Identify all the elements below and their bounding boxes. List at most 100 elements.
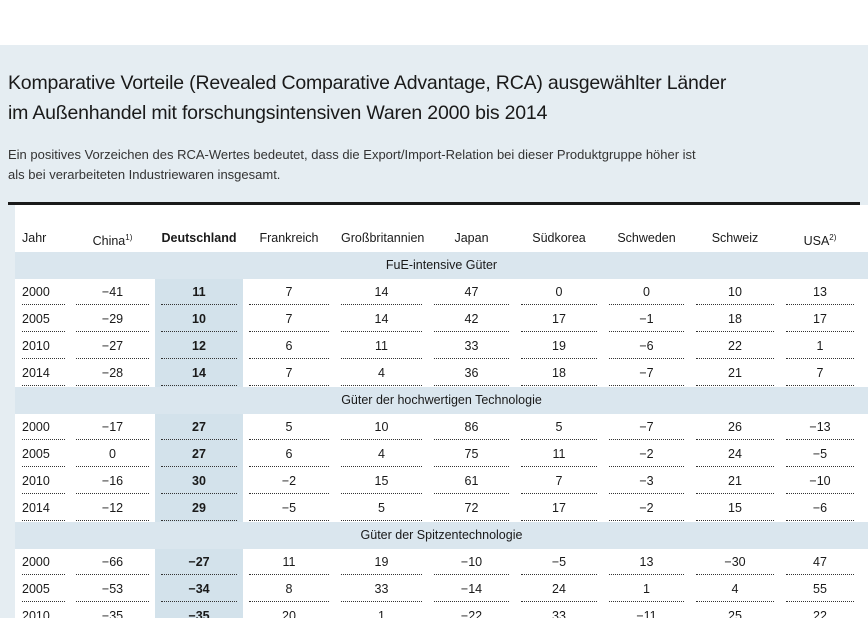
table-cell: 47	[434, 279, 509, 305]
table-cell: −6	[609, 333, 684, 359]
table-cell: 15	[341, 468, 422, 494]
subtitle: Ein positives Vorzeichen des RCA-Wertes …	[8, 147, 696, 162]
table-cell: 17	[786, 306, 854, 332]
table-cell: −53	[76, 576, 149, 602]
table-cell: 7	[249, 360, 329, 386]
table-cell: 0	[76, 441, 149, 467]
footnote-mark: 1)	[125, 233, 133, 242]
table-cell: 15	[696, 495, 774, 521]
table-cell: 10	[341, 414, 422, 440]
table-cell: 1	[786, 333, 854, 359]
table-cell: 2005	[22, 306, 65, 332]
title: im Außenhandel mit forschungsintensiven …	[8, 102, 548, 124]
table-cell: 11	[249, 549, 329, 575]
table-cell: 33	[434, 333, 509, 359]
table-cell: 5	[521, 414, 597, 440]
table-cell: 10	[161, 306, 237, 332]
table-cell: 86	[434, 414, 509, 440]
table-cell: −16	[76, 468, 149, 494]
table-cell: 21	[696, 468, 774, 494]
table-cell: −35	[161, 603, 237, 618]
table-cell: 0	[609, 279, 684, 305]
table-cell: 75	[434, 441, 509, 467]
table-cell: 26	[696, 414, 774, 440]
table-cell: −5	[521, 549, 597, 575]
rule	[8, 202, 860, 205]
column-header: Japan	[454, 231, 489, 245]
table-cell: −1	[609, 306, 684, 332]
column-header: Frankreich	[259, 231, 319, 245]
table-cell: −30	[696, 549, 774, 575]
table-cell: −5	[786, 441, 854, 467]
table-cell: −34	[161, 576, 237, 602]
table-cell: 36	[434, 360, 509, 386]
table-cell: 2010	[22, 333, 65, 359]
table-cell: −27	[76, 333, 149, 359]
table-cell: 42	[434, 306, 509, 332]
table-cell: 11	[521, 441, 597, 467]
table-cell: 72	[434, 495, 509, 521]
table-cell: 17	[521, 495, 597, 521]
table-cell: 0	[521, 279, 597, 305]
table-cell: −41	[76, 279, 149, 305]
column-header: China1)	[92, 233, 133, 249]
table-cell: 18	[521, 360, 597, 386]
table-cell: 13	[609, 549, 684, 575]
table-cell: −7	[609, 360, 684, 386]
table-cell: −66	[76, 549, 149, 575]
table-cell: −12	[76, 495, 149, 521]
subtitle: als bei verarbeiteten Industriewaren ins…	[8, 167, 281, 182]
table-cell: 6	[249, 441, 329, 467]
table-cell: −11	[609, 603, 684, 618]
table-cell: 20	[249, 603, 329, 618]
column-header: Südkorea	[532, 231, 586, 245]
column-header: USA2)	[803, 233, 837, 249]
table-cell: 7	[786, 360, 854, 386]
column-highlight	[155, 252, 243, 618]
table-cell: 2000	[22, 279, 65, 305]
table-cell: −6	[786, 495, 854, 521]
table-cell: 8	[249, 576, 329, 602]
table-cell: −17	[76, 414, 149, 440]
table-cell: 22	[696, 333, 774, 359]
table-cell: 27	[161, 414, 237, 440]
table-cell: 2014	[22, 495, 65, 521]
table-cell: 18	[696, 306, 774, 332]
table-cell: 11	[341, 333, 422, 359]
table-cell: 12	[161, 333, 237, 359]
table-cell: −2	[609, 441, 684, 467]
column-header: Schweden	[617, 231, 676, 245]
table-cell: 4	[696, 576, 774, 602]
column-header: Deutschland	[161, 231, 237, 245]
table-cell: 1	[341, 603, 422, 618]
table-cell: 11	[161, 279, 237, 305]
table-cell: −22	[434, 603, 509, 618]
table-cell: 14	[341, 279, 422, 305]
table-cell: 14	[161, 360, 237, 386]
table-cell: 2000	[22, 549, 65, 575]
table-cell: 47	[786, 549, 854, 575]
table-cell: 2000	[22, 414, 65, 440]
table-cell: 25	[696, 603, 774, 618]
table-cell: 21	[696, 360, 774, 386]
table-cell: −2	[249, 468, 329, 494]
table-cell: 33	[521, 603, 597, 618]
table-cell: −10	[786, 468, 854, 494]
table-cell: 19	[341, 549, 422, 575]
table-cell: −7	[609, 414, 684, 440]
table-cell: 5	[249, 414, 329, 440]
table-cell: 10	[696, 279, 774, 305]
table-cell: −28	[76, 360, 149, 386]
table-cell: 17	[521, 306, 597, 332]
table-cell: 4	[341, 360, 422, 386]
table-cell: 1	[609, 576, 684, 602]
table-cell: 2010	[22, 603, 65, 618]
title: Komparative Vorteile (Revealed Comparati…	[8, 72, 727, 94]
table-cell: 2014	[22, 360, 65, 386]
table-cell: 55	[786, 576, 854, 602]
table-cell: 7	[249, 279, 329, 305]
table-cell: −29	[76, 306, 149, 332]
table-cell: 5	[341, 495, 422, 521]
table: Jahr China1) Deutschland Frankreich Großbrit…	[15, 205, 868, 618]
